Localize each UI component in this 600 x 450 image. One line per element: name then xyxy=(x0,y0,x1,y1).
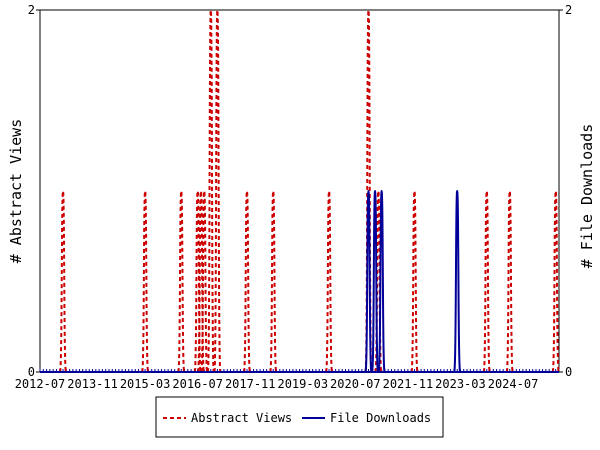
series-abstract-views xyxy=(40,8,560,373)
series-lines xyxy=(40,8,560,373)
x-tick-label: 2013-11 xyxy=(67,377,118,391)
abstract-views-point xyxy=(482,189,491,373)
axis-ticks xyxy=(36,9,563,373)
file-downloads-point xyxy=(453,189,462,373)
y-tick-right-max: 2 xyxy=(565,3,572,17)
legend-label-file-downloads: File Downloads xyxy=(330,411,431,425)
x-tick-label: 2015-03 xyxy=(120,377,171,391)
plot-frame xyxy=(39,9,560,373)
abstract-views-point xyxy=(141,189,150,373)
abstract-views-point xyxy=(200,189,209,373)
x-tick-label: 2020-07 xyxy=(330,377,381,391)
x-tick-label: 2019-03 xyxy=(277,377,328,391)
x-tick-label: 2024-07 xyxy=(488,377,539,391)
file-downloads-point xyxy=(371,189,380,373)
x-tick-label: 2017-11 xyxy=(225,377,276,391)
x-tick-labels: 2012-07 2013-11 2015-03 2016-07 2017-11 2019-… xyxy=(15,377,539,391)
abstract-views-point xyxy=(193,189,202,373)
x-tick-label: 2021-11 xyxy=(383,377,434,391)
legend: Abstract Views File Downloads xyxy=(155,396,444,438)
abstract-views-point xyxy=(551,189,560,373)
x-tick-label: 2023-03 xyxy=(435,377,486,391)
abstract-views-point xyxy=(269,189,278,373)
y-tick-left-max: 2 xyxy=(28,3,35,17)
y-tick-left-min: 0 xyxy=(28,365,35,379)
abstract-views-point xyxy=(325,189,334,373)
y-axis-title-right: # File Downloads xyxy=(578,124,596,269)
y-axis-title-left: # Abstract Views xyxy=(7,119,25,264)
series-file-downloads xyxy=(40,189,559,373)
file-downloads-point xyxy=(364,189,373,373)
legend-label-abstract-views: Abstract Views xyxy=(191,411,292,425)
abstract-views-point xyxy=(213,8,222,373)
abstract-views-point xyxy=(206,8,215,373)
file-downloads-point xyxy=(377,189,386,373)
x-tick-label: 2012-07 xyxy=(15,377,66,391)
abstract-views-point xyxy=(196,189,205,373)
abstract-views-point xyxy=(58,189,67,373)
x-tick-label: 2016-07 xyxy=(172,377,223,391)
abstract-views-point xyxy=(505,189,514,373)
abstract-views-point xyxy=(242,189,251,373)
abstract-views-point xyxy=(177,189,186,373)
abstract-views-point xyxy=(410,189,419,373)
y-tick-right-min: 0 xyxy=(565,365,572,379)
legend-box xyxy=(155,396,444,438)
